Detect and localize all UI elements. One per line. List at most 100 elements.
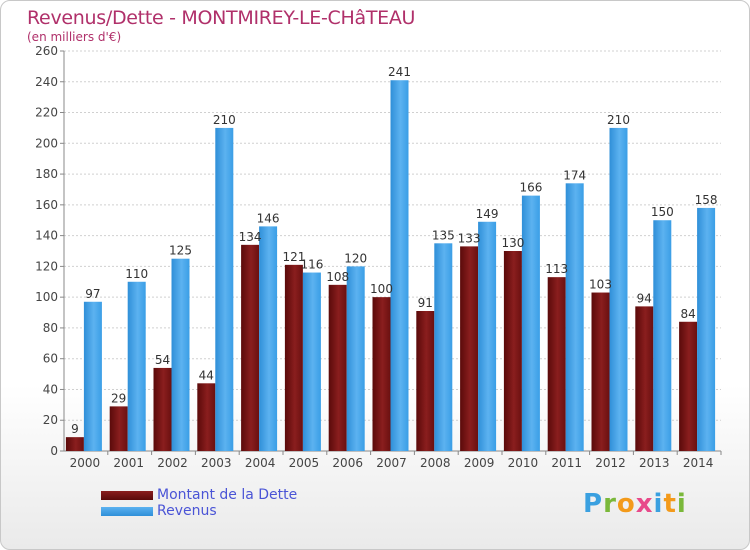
data-label-debt-2008: 91 xyxy=(418,296,433,310)
y-tick-label: 240 xyxy=(35,75,58,89)
bar-revenus-2012 xyxy=(609,127,628,451)
data-label-debt-2001: 29 xyxy=(111,391,126,405)
bar-debt-2009 xyxy=(460,246,479,451)
data-label-debt-2011: 113 xyxy=(545,262,568,276)
x-tick-label: 2000 xyxy=(70,456,101,470)
x-tick-label: 2011 xyxy=(551,456,582,470)
bar-revenus-2009 xyxy=(478,221,497,451)
data-label-debt-2006: 108 xyxy=(326,270,349,284)
data-label-debt-2014: 84 xyxy=(680,307,695,321)
chart-subtitle: (en milliers d'€) xyxy=(27,30,122,44)
x-tick-label: 2003 xyxy=(201,456,232,470)
data-label-revenus-2000: 97 xyxy=(85,287,100,301)
bar-debt-2013 xyxy=(635,306,654,451)
x-tick-label: 2005 xyxy=(289,456,320,470)
bar-debt-2002 xyxy=(153,367,172,451)
bar-revenus-2000 xyxy=(83,301,102,451)
bar-revenus-2014 xyxy=(697,207,716,451)
logo-letter: i xyxy=(676,489,687,519)
x-tick-label: 2002 xyxy=(157,456,188,470)
data-label-debt-2005: 121 xyxy=(282,250,305,264)
bar-debt-2010 xyxy=(503,251,522,451)
bar-revenus-2006 xyxy=(346,266,365,451)
data-label-debt-2009: 133 xyxy=(458,231,481,245)
logo-letter: r xyxy=(603,489,617,519)
x-tick-label: 2012 xyxy=(595,456,626,470)
data-label-debt-2003: 44 xyxy=(199,368,214,382)
data-label-debt-2010: 130 xyxy=(501,236,524,250)
logo-letter: i xyxy=(653,489,664,519)
logo-letter: x xyxy=(635,489,654,519)
bar-debt-2000 xyxy=(65,437,84,451)
data-label-debt-2000: 9 xyxy=(71,422,79,436)
bar-revenus-2008 xyxy=(434,243,453,451)
data-label-debt-2007: 100 xyxy=(370,282,393,296)
y-tick-label: 260 xyxy=(35,44,58,58)
y-tick-label: 0 xyxy=(50,444,58,458)
bar-revenus-2002 xyxy=(171,258,190,451)
x-tick-label: 2013 xyxy=(639,456,670,470)
data-label-revenus-2004: 146 xyxy=(257,211,280,225)
logo-letter: o xyxy=(616,489,636,519)
bar-debt-2008 xyxy=(416,311,435,451)
bar-debt-2007 xyxy=(372,297,391,451)
bar-revenus-2005 xyxy=(302,272,321,451)
y-tick-label: 120 xyxy=(35,259,58,273)
data-label-revenus-2001: 110 xyxy=(125,267,148,281)
x-tick-label: 2006 xyxy=(332,456,363,470)
x-tick-label: 2008 xyxy=(420,456,451,470)
y-tick-label: 80 xyxy=(43,321,58,335)
data-label-revenus-2011: 174 xyxy=(563,168,586,182)
bar-revenus-2013 xyxy=(653,220,672,451)
legend-swatch-debt xyxy=(101,491,153,500)
x-tick-label: 2004 xyxy=(245,456,276,470)
data-label-revenus-2012: 210 xyxy=(607,113,630,127)
x-tick-label: 2009 xyxy=(464,456,495,470)
data-label-revenus-2005: 116 xyxy=(300,258,323,272)
bar-revenus-2003 xyxy=(215,127,234,451)
y-tick-label: 200 xyxy=(35,136,58,150)
data-label-revenus-2013: 150 xyxy=(651,205,674,219)
data-label-debt-2012: 103 xyxy=(589,278,612,292)
bar-debt-2003 xyxy=(197,383,216,451)
legend-swatch-revenus xyxy=(101,507,153,516)
y-tick-label: 20 xyxy=(43,413,58,427)
bar-revenus-2010 xyxy=(521,195,540,451)
y-tick-label: 100 xyxy=(35,290,58,304)
data-label-revenus-2010: 166 xyxy=(519,181,542,195)
data-label-revenus-2007: 241 xyxy=(388,65,411,79)
y-tick-label: 160 xyxy=(35,198,58,212)
bar-debt-2005 xyxy=(284,264,303,451)
data-label-debt-2013: 94 xyxy=(637,291,652,305)
bar-debt-2011 xyxy=(547,277,566,451)
data-label-debt-2004: 134 xyxy=(239,230,262,244)
data-label-debt-2002: 54 xyxy=(155,353,170,367)
logo-letter: P xyxy=(583,489,604,519)
y-tick-label: 220 xyxy=(35,106,58,120)
data-label-revenus-2014: 158 xyxy=(695,193,718,207)
bar-revenus-2011 xyxy=(565,183,584,452)
x-tick-label: 2001 xyxy=(113,456,144,470)
data-label-revenus-2006: 120 xyxy=(344,251,367,265)
x-tick-label: 2014 xyxy=(683,456,714,470)
y-tick-label: 40 xyxy=(43,382,58,396)
bar-debt-2001 xyxy=(109,406,128,451)
legend-label-revenus: Revenus xyxy=(157,503,217,519)
legend-label-debt: Montant de la Dette xyxy=(157,487,298,503)
y-tick-label: 140 xyxy=(35,229,58,243)
bar-debt-2006 xyxy=(328,284,347,451)
data-label-revenus-2008: 135 xyxy=(432,228,455,242)
bar-debt-2004 xyxy=(241,244,260,451)
chart-title: Revenus/Dette - MONTMIREY-LE-CHâTEAU xyxy=(27,7,416,29)
y-tick-label: 180 xyxy=(35,167,58,181)
bar-revenus-2004 xyxy=(259,226,278,451)
bar-debt-2012 xyxy=(591,292,610,451)
proxiti-logo: Proxiti xyxy=(583,489,687,519)
bar-revenus-2001 xyxy=(127,281,146,451)
data-label-revenus-2009: 149 xyxy=(476,207,499,221)
y-tick-label: 60 xyxy=(43,352,58,366)
data-label-revenus-2003: 210 xyxy=(213,113,236,127)
bars xyxy=(65,80,716,452)
